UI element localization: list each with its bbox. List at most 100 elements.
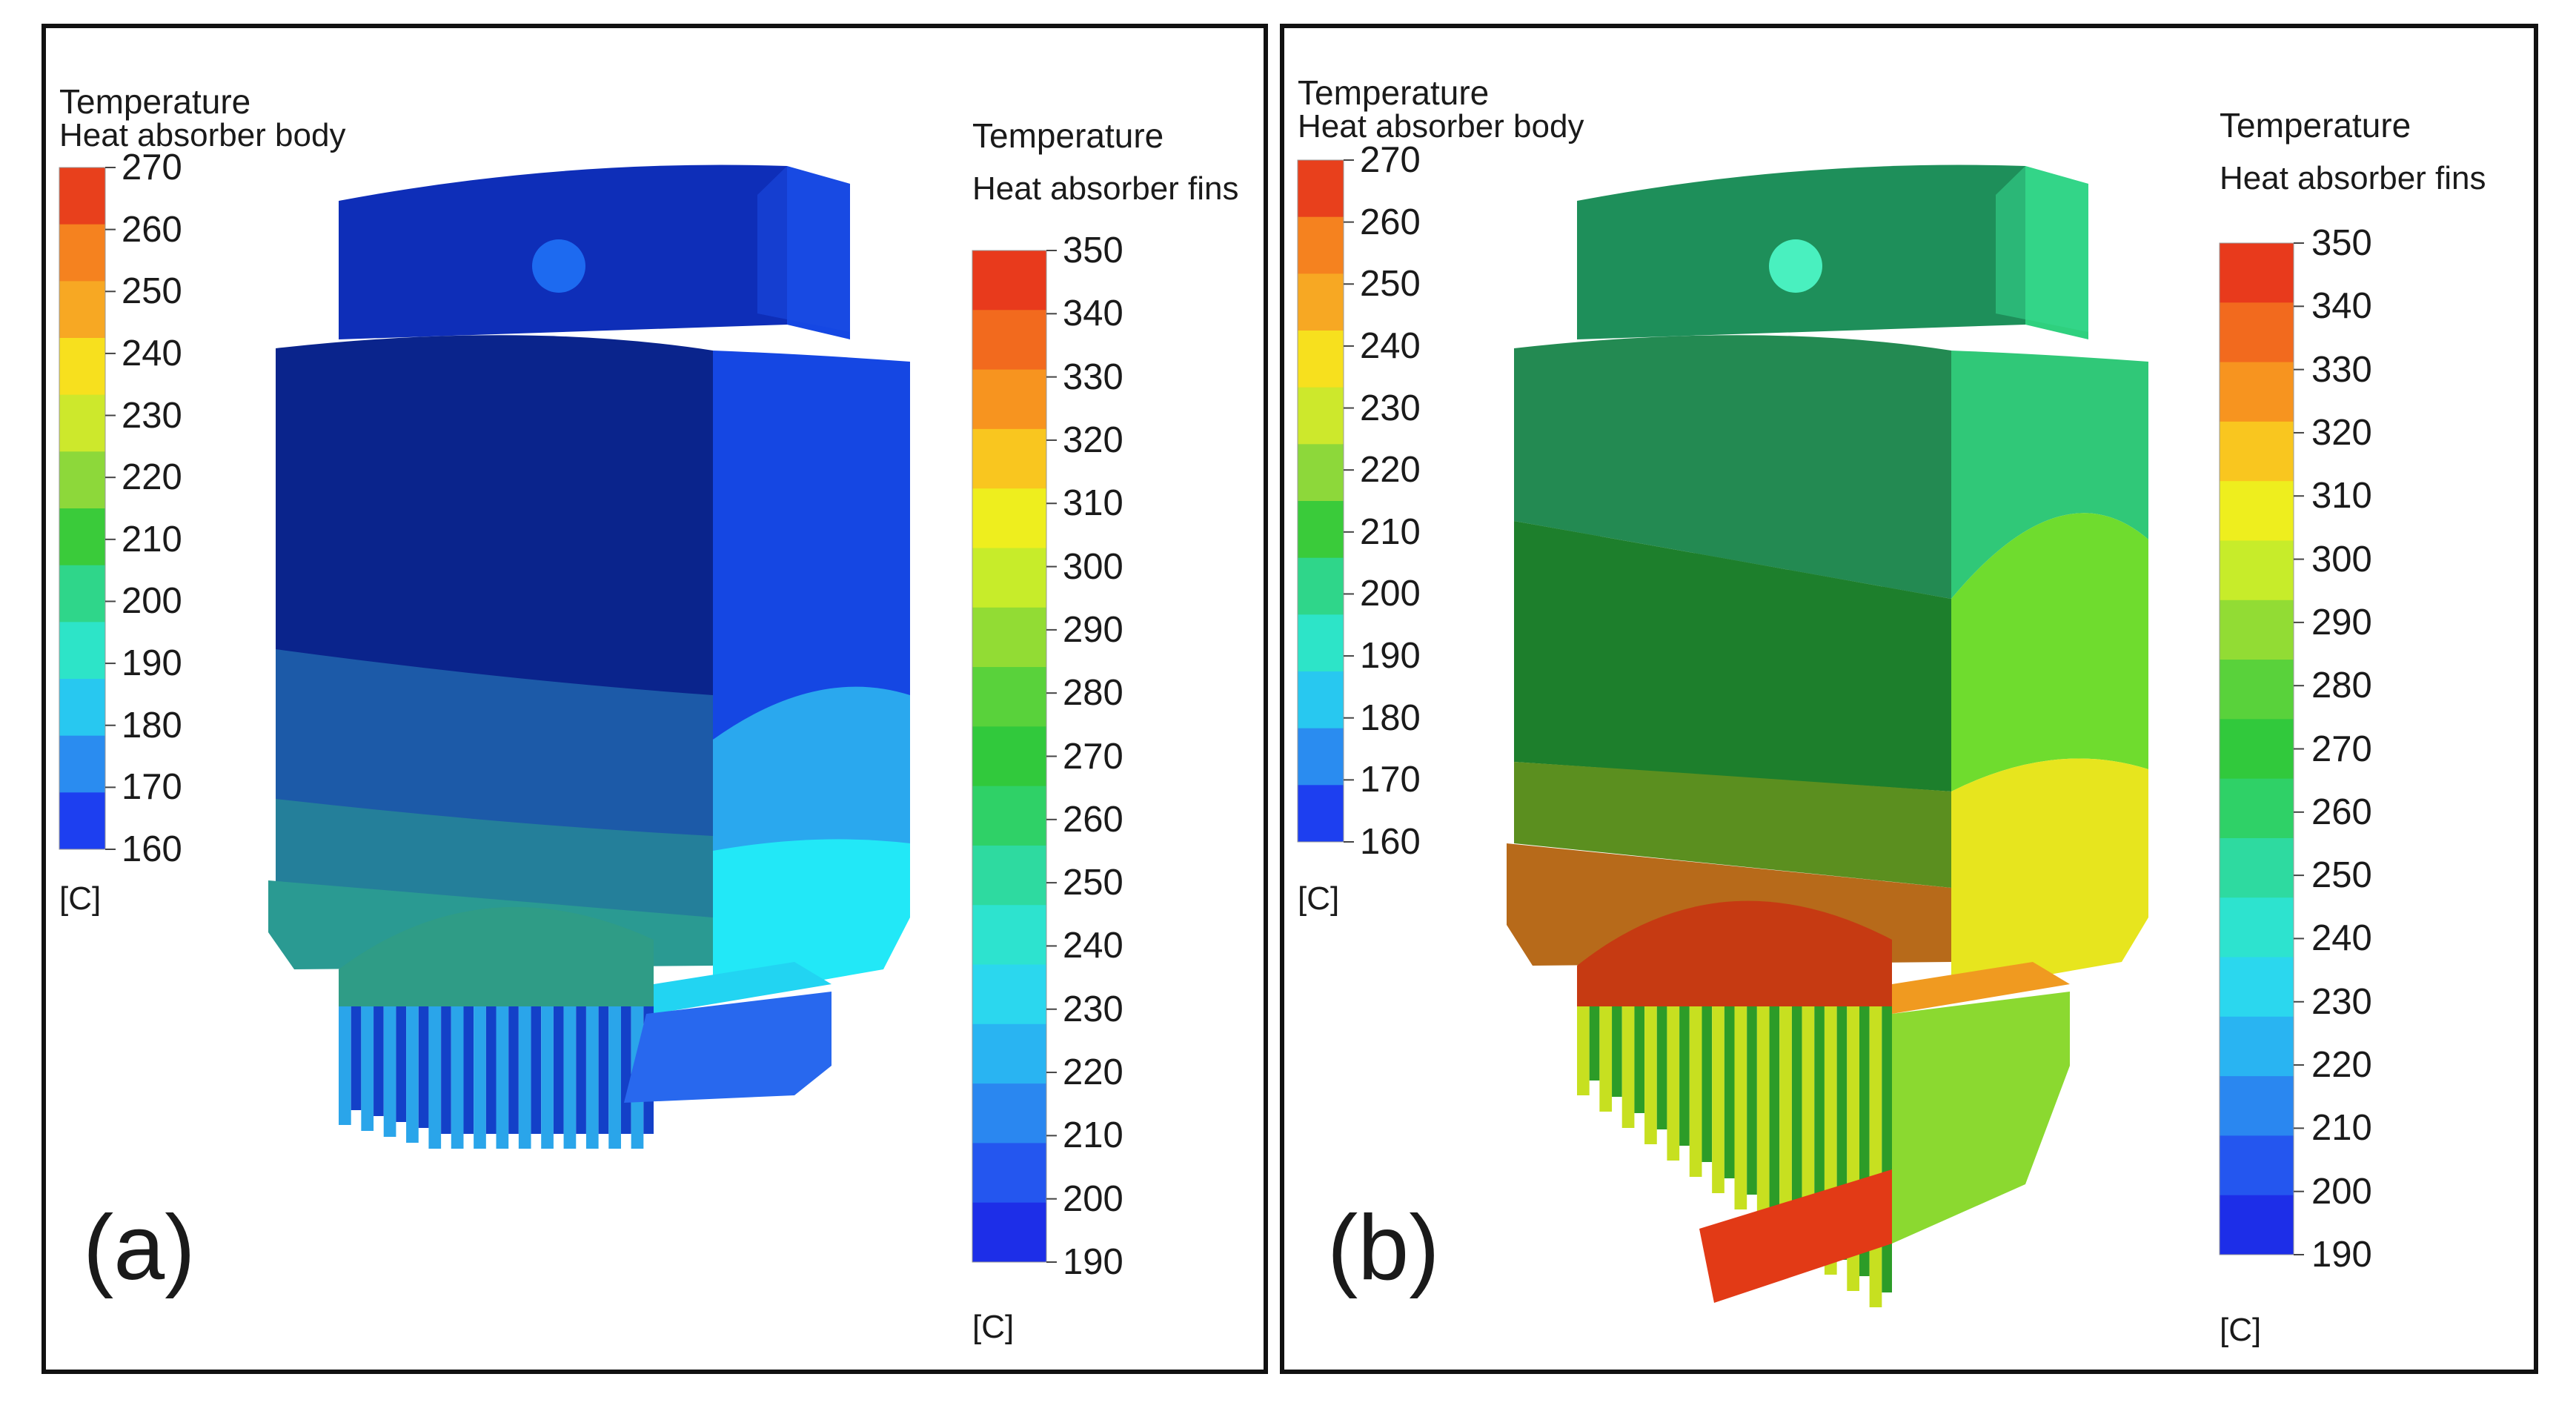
fin-gap bbox=[1724, 1006, 1735, 1178]
body-legend-colorbar bbox=[1297, 159, 1354, 843]
colorbar-tick-label: 250 bbox=[1063, 863, 1123, 903]
colorbar-segment bbox=[59, 508, 105, 566]
fin-gap bbox=[620, 1006, 631, 1134]
colorbar-segment bbox=[59, 394, 105, 452]
colorbar-tick-label: 320 bbox=[2311, 412, 2372, 453]
body-legend-unit: [C] bbox=[1298, 880, 1340, 917]
colorbar-tick-label: 210 bbox=[2311, 1108, 2372, 1149]
colorbar-tick-label: 210 bbox=[122, 519, 182, 560]
panel-letter-a: (a) bbox=[83, 1197, 196, 1299]
colorbar-tick-label: 260 bbox=[2311, 791, 2372, 832]
colorbar-segment bbox=[2220, 481, 2294, 541]
colorbar-tick-label: 230 bbox=[1063, 989, 1123, 1029]
heat-absorber-model-b bbox=[1297, 159, 2304, 1307]
colorbar-segment bbox=[972, 667, 1046, 727]
fin bbox=[1621, 1006, 1635, 1128]
fin bbox=[406, 1006, 419, 1143]
fin bbox=[339, 1006, 351, 1125]
colorbar-tick-label: 170 bbox=[122, 767, 182, 808]
base-flange bbox=[1892, 962, 2070, 1014]
colorbar-tick-label: 280 bbox=[1063, 673, 1123, 714]
colorbar-segment bbox=[59, 622, 105, 680]
colorbar-tick-label: 270 bbox=[2311, 728, 2372, 769]
fin bbox=[1689, 1006, 1702, 1177]
colorbar-tick-label: 310 bbox=[1063, 483, 1123, 524]
colorbar-segment bbox=[1298, 728, 1344, 786]
colorbar-tick-label: 220 bbox=[2311, 1045, 2372, 1086]
colorbar-segment bbox=[972, 1023, 1046, 1084]
fins-legend-title: Temperature bbox=[972, 116, 1164, 155]
colorbar-segment bbox=[2220, 957, 2294, 1018]
colorbar-segment bbox=[59, 167, 105, 225]
fin bbox=[361, 1006, 374, 1131]
fin bbox=[1779, 1006, 1792, 1242]
fin bbox=[585, 1006, 599, 1149]
fin-gap bbox=[396, 1006, 407, 1122]
colorbar-segment bbox=[59, 281, 105, 339]
colorbar-tick-label: 250 bbox=[2311, 855, 2372, 896]
colorbar-segment bbox=[1298, 614, 1344, 672]
fin-gap bbox=[441, 1006, 451, 1134]
colorbar-segment bbox=[1298, 557, 1344, 615]
colorbar-tick-label: 260 bbox=[1063, 799, 1123, 840]
colorbar-tick-label: 310 bbox=[2311, 476, 2372, 517]
colorbar-tick-label: 270 bbox=[1360, 140, 1421, 180]
colorbar-tick-label: 240 bbox=[1063, 926, 1123, 966]
colorbar-segment bbox=[972, 726, 1046, 787]
colorbar-tick-label: 280 bbox=[2311, 665, 2372, 706]
colorbar-segment bbox=[972, 845, 1046, 906]
colorbar-segment bbox=[2220, 719, 2294, 780]
colorbar-tick-label: 250 bbox=[1360, 264, 1421, 305]
body-legend-colorbar bbox=[59, 167, 116, 850]
fin-gap bbox=[1769, 1006, 1780, 1211]
colorbar-segment bbox=[2220, 897, 2294, 958]
fins-legend-unit: [C] bbox=[2220, 1312, 2262, 1348]
base-disc bbox=[1577, 900, 1892, 1006]
colorbar-segment bbox=[2220, 1195, 2294, 1255]
body-front-band-1 bbox=[1514, 521, 1951, 791]
colorbar-tick-label: 210 bbox=[1360, 511, 1421, 552]
body-front-face bbox=[276, 335, 713, 740]
fins-legend-colorbar bbox=[972, 250, 1057, 1263]
colorbar-segment bbox=[1298, 444, 1344, 502]
colorbar-segment bbox=[59, 735, 105, 793]
panel-a: Temperature Heat absorber body 270 260 250… bbox=[42, 24, 1268, 1374]
body-front-band-2 bbox=[1514, 762, 1951, 888]
colorbar-tick-label: 330 bbox=[1063, 356, 1123, 397]
colorbar-tick-label: 190 bbox=[122, 643, 182, 684]
colorbar-tick-label: 190 bbox=[1360, 636, 1421, 677]
colorbar-tick-label: 240 bbox=[122, 333, 182, 374]
fin bbox=[383, 1006, 396, 1137]
mounting-hole bbox=[1769, 239, 1822, 293]
colorbar-tick-label: 180 bbox=[1360, 697, 1421, 738]
colorbar-tick-label: 190 bbox=[1063, 1242, 1123, 1282]
colorbar-tick-label: 300 bbox=[2311, 539, 2372, 580]
fin bbox=[541, 1006, 554, 1149]
colorbar-tick-label: 200 bbox=[2311, 1171, 2372, 1212]
top-block-inset bbox=[757, 166, 850, 332]
fin-gap bbox=[1656, 1006, 1667, 1129]
colorbar-segment bbox=[2220, 362, 2294, 422]
fins-legend-subtitle: Heat absorber fins bbox=[2220, 160, 2486, 196]
fin bbox=[1712, 1006, 1724, 1193]
fins-legend-unit: [C] bbox=[972, 1309, 1015, 1345]
colorbar-tick-label: 270 bbox=[1063, 736, 1123, 777]
colorbar-segment bbox=[972, 369, 1046, 430]
fin-gap bbox=[508, 1006, 519, 1134]
colorbar-segment bbox=[1298, 671, 1344, 729]
colorbar-tick-label: 200 bbox=[1360, 574, 1421, 614]
fin-array-a bbox=[339, 1006, 654, 1149]
colorbar-segment bbox=[1298, 331, 1344, 388]
colorbar-tick-label: 290 bbox=[2311, 602, 2372, 643]
colorbar-segment bbox=[59, 224, 105, 282]
colorbar-segment bbox=[1298, 216, 1344, 274]
colorbar-tick-label: 200 bbox=[122, 581, 182, 622]
colorbar-tick-label: 230 bbox=[2311, 981, 2372, 1022]
fin-gap bbox=[1882, 1006, 1892, 1292]
mounting-hole bbox=[532, 239, 585, 293]
colorbar-tick-label: 220 bbox=[122, 457, 182, 498]
colorbar-tick-label: 250 bbox=[122, 271, 182, 312]
colorbar-segment bbox=[1298, 160, 1344, 218]
colorbar-tick-label: 340 bbox=[2311, 286, 2372, 327]
colorbar-segment bbox=[2220, 1076, 2294, 1136]
